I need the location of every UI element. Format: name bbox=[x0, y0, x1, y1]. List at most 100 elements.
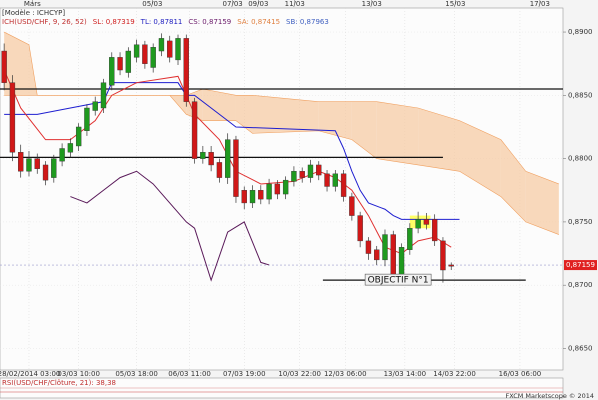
candle-body bbox=[316, 164, 322, 176]
price-tag-label: 0,87159 bbox=[566, 261, 595, 269]
candle-body bbox=[332, 173, 339, 187]
cloud bbox=[376, 101, 419, 165]
candle-body bbox=[191, 101, 198, 159]
candle-body bbox=[42, 164, 49, 181]
candle-body bbox=[142, 44, 148, 64]
candle-body bbox=[158, 38, 165, 52]
x-tick-label: 13/03 14:00 bbox=[384, 370, 427, 378]
candle-body bbox=[92, 101, 98, 111]
candle-body bbox=[1, 50, 7, 83]
candle-body bbox=[200, 152, 206, 159]
candle-body bbox=[133, 44, 140, 58]
candle-body bbox=[183, 38, 189, 102]
candle-body bbox=[109, 57, 115, 86]
candle-body bbox=[117, 57, 123, 71]
candle-body bbox=[249, 190, 256, 204]
candle-body bbox=[357, 215, 363, 242]
candle-body bbox=[241, 190, 247, 204]
annotation: OBJECTIF N°1 bbox=[368, 276, 429, 286]
candle-body bbox=[340, 173, 347, 197]
candle-body bbox=[34, 158, 40, 169]
indicator-line bbox=[70, 170, 270, 282]
legend-entry: TL: 0,87811 bbox=[140, 18, 183, 26]
candle-body bbox=[125, 50, 132, 73]
candle-body bbox=[431, 219, 438, 242]
x-tick-label: 16/03 06:00 bbox=[499, 370, 542, 378]
x-tick-label: 06/03 11:00 bbox=[168, 370, 211, 378]
candle-body bbox=[448, 264, 454, 267]
candle-body bbox=[274, 183, 281, 195]
y-tick-label: 0,8850 bbox=[568, 91, 593, 99]
cloud bbox=[252, 95, 319, 134]
top-tick-label: 17/03 bbox=[530, 0, 550, 8]
candle-body bbox=[59, 148, 65, 162]
candle-body bbox=[51, 158, 57, 178]
annotation-box bbox=[364, 273, 432, 286]
x-tick-label: 12/03 06:00 bbox=[324, 370, 367, 378]
top-tick-label: 15/03 bbox=[445, 0, 465, 8]
legend-entry: ICH(USD/CHF, 9, 26, 52) bbox=[2, 18, 87, 26]
legend-entry: SB: 0,87963 bbox=[286, 18, 329, 26]
candle-body bbox=[150, 47, 156, 68]
candle-body bbox=[390, 234, 396, 280]
top-tick-label: Mars bbox=[24, 0, 41, 8]
candle-body bbox=[224, 139, 231, 178]
candle-body bbox=[266, 183, 272, 200]
candle-body bbox=[415, 219, 421, 229]
candle-body bbox=[365, 240, 372, 254]
candle-body bbox=[258, 190, 264, 200]
y-tick-label: 0,8800 bbox=[568, 155, 593, 163]
candle-body bbox=[175, 38, 181, 61]
candle-body bbox=[291, 171, 297, 182]
candle-body bbox=[216, 162, 223, 178]
top-tick-label: 09/03 bbox=[248, 0, 268, 8]
candle-body bbox=[233, 139, 239, 197]
legend-entry: SL: 0,87319 bbox=[93, 18, 135, 26]
candle-body bbox=[349, 196, 355, 216]
candle-body bbox=[299, 171, 305, 178]
candle-body bbox=[208, 152, 214, 166]
x-tick-label: 10/03 22:00 bbox=[278, 370, 321, 378]
candle-body bbox=[282, 179, 289, 195]
candle-body bbox=[67, 143, 74, 153]
cloud bbox=[500, 139, 526, 222]
candle-body bbox=[382, 234, 388, 261]
candle-body bbox=[18, 152, 24, 172]
footer: FXCM Marketscope © 2014 bbox=[505, 392, 594, 400]
candle-body bbox=[26, 158, 32, 172]
x-tick-label: 28/02/2014 03:00 bbox=[0, 370, 60, 378]
candle-body bbox=[423, 219, 430, 225]
cloud bbox=[418, 107, 460, 172]
top-tick-label: 11/03 bbox=[285, 0, 305, 8]
candle-body bbox=[324, 173, 330, 187]
x-tick-label: 05/03 18:00 bbox=[115, 370, 158, 378]
y-tick-label: 0,8900 bbox=[568, 28, 593, 36]
legend-entry: SA: 0,87415 bbox=[237, 18, 280, 26]
y-tick-label: 0,8750 bbox=[568, 218, 593, 226]
plot-area bbox=[0, 7, 564, 371]
y-tick-label: 0,8650 bbox=[568, 344, 593, 352]
candle-body bbox=[440, 240, 446, 271]
cloud bbox=[4, 32, 29, 96]
price-tag bbox=[564, 260, 597, 271]
candle-body bbox=[407, 228, 413, 250]
candle-body bbox=[167, 40, 173, 58]
y-tick-label: 0,8700 bbox=[568, 281, 593, 289]
top-tick-label: 05/03 bbox=[142, 0, 162, 8]
candle-body bbox=[75, 126, 82, 147]
rsi-label: RSI(USD/CHF/Clôture, 21): 38,38 bbox=[2, 379, 116, 387]
top-tick-label: 13/03 bbox=[362, 0, 382, 8]
cloud bbox=[202, 89, 236, 121]
candle-body bbox=[307, 164, 314, 178]
x-tick-label: 14/03 22:00 bbox=[433, 370, 476, 378]
candle-body bbox=[9, 82, 16, 153]
candle-body bbox=[84, 107, 90, 131]
candle-body bbox=[374, 249, 380, 261]
candle-body bbox=[100, 82, 107, 109]
top-tick-label: 07/03 bbox=[223, 0, 243, 8]
cloud bbox=[525, 171, 559, 235]
legend-entry: CS: 0,87159 bbox=[188, 18, 231, 26]
x-tick-label: 03/03 10:00 bbox=[57, 370, 100, 378]
x-tick-label: 07/03 19:00 bbox=[223, 370, 266, 378]
